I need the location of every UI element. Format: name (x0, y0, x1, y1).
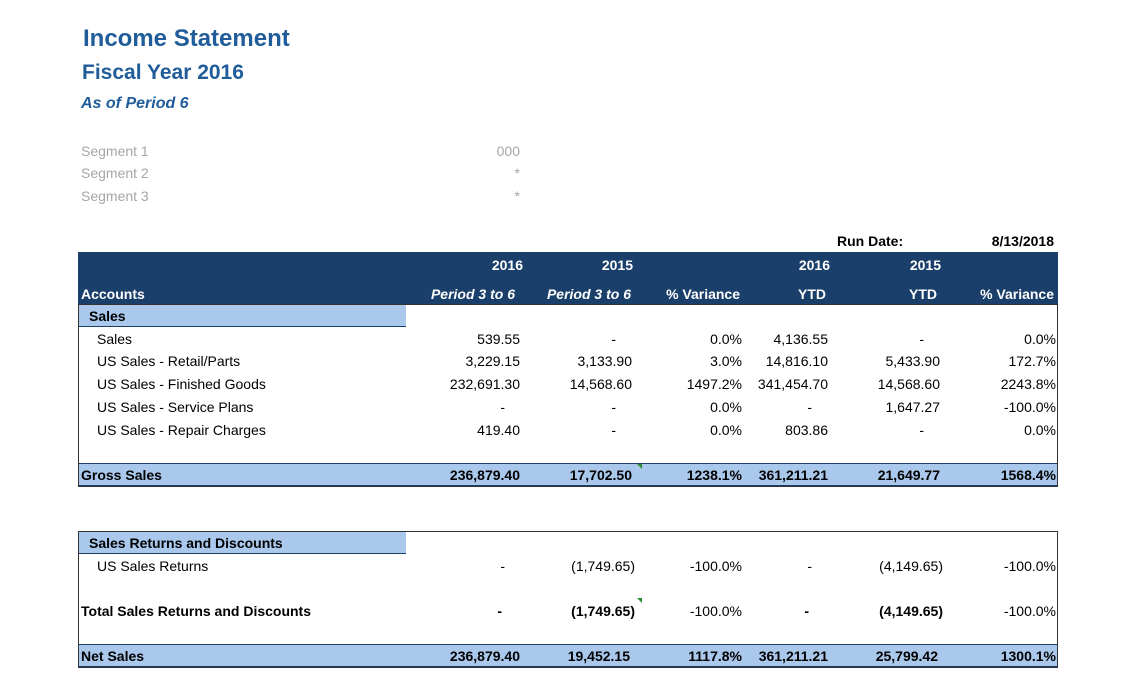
account-name: US Sales - Retail/Parts (97, 353, 241, 369)
ytd-2015-value: 5,433.90 (885, 353, 941, 369)
returns-section-title: Sales Returns and Discounts (89, 535, 283, 551)
total-period-2016: - (497, 603, 502, 619)
account-name: US Sales Returns (97, 558, 209, 574)
header-ytd-2015: YTD (909, 286, 937, 302)
header-ytd-variance: % Variance (980, 286, 1054, 302)
net-sales-period-2016: 236,879.40 (449, 648, 520, 664)
account-name: US Sales - Repair Charges (97, 422, 266, 438)
header-year-period-2016: 2016 (491, 257, 523, 273)
period-2016-value: 232,691.30 (449, 376, 520, 392)
period-2015-value: - (611, 331, 616, 347)
account-name: Sales (97, 331, 133, 347)
segment-2-value: * (514, 165, 520, 181)
period-2015-value: 3,133.90 (577, 353, 633, 369)
segment-3-label: Segment 3 (81, 188, 149, 204)
ytd-variance-value: 2243.8% (1000, 376, 1056, 392)
cell-comment-marker (637, 464, 642, 469)
period-variance-value: 0.0% (710, 422, 742, 438)
period-variance-value: 3.0% (710, 353, 742, 369)
period-2016-value: 3,229.15 (465, 353, 521, 369)
period-2015-value: (1,749.65) (571, 558, 635, 574)
period-variance-value: 1497.2% (686, 376, 742, 392)
total-period-2016: 236,879.40 (449, 467, 520, 483)
account-name: US Sales - Service Plans (97, 399, 254, 415)
period-2016-value: - (500, 558, 505, 574)
net-sales-period-2015: 19,452.15 (567, 648, 630, 664)
run-date-value: 8/13/2018 (991, 233, 1054, 249)
period-2015-value: - (611, 399, 616, 415)
sales-section-header: Sales (79, 305, 406, 327)
header-period-2015: Period 3 to 6 (546, 286, 631, 302)
ytd-variance-value: 0.0% (1024, 422, 1056, 438)
ytd-variance-value: -100.0% (1003, 399, 1056, 415)
segment-1-value: 000 (496, 143, 520, 159)
period-variance-value: 0.0% (710, 331, 742, 347)
header-year-period-2015: 2015 (601, 257, 633, 273)
fiscal-year: Fiscal Year 2016 (82, 61, 244, 84)
header-ytd-2016: YTD (798, 286, 826, 302)
period-2016-value: 539.55 (477, 331, 520, 347)
total-ytd-variance: -100.0% (1003, 603, 1056, 619)
total-account-name: Total Sales Returns and Discounts (81, 603, 312, 619)
ytd-2015-value: - (919, 331, 924, 347)
ytd-variance-value: 0.0% (1024, 331, 1056, 347)
period-variance-value: -100.0% (689, 558, 742, 574)
net-sales-row (79, 644, 1057, 667)
period-variance-value: 0.0% (710, 399, 742, 415)
total-ytd-2015: 21,649.77 (877, 467, 940, 483)
run-date-label: Run Date: (837, 233, 904, 249)
period-2016-value: - (500, 399, 505, 415)
returns-section-header: Sales Returns and Discounts (79, 532, 406, 554)
as-of-period: As of Period 6 (81, 95, 189, 112)
ytd-2016-value: 14,816.10 (765, 353, 828, 369)
sales-section-title: Sales (89, 308, 126, 324)
net-sales-ytd-variance: 1300.1% (1000, 648, 1056, 664)
returns-section (78, 531, 1058, 668)
gross-sales-total-row (79, 463, 1057, 486)
ytd-variance-value: -100.0% (1003, 558, 1056, 574)
header-year-ytd-2015: 2015 (909, 257, 941, 273)
header-accounts: Accounts (81, 286, 145, 302)
net-sales-period-variance: 1117.8% (688, 648, 742, 664)
cell-comment-marker (637, 598, 642, 603)
header-period-variance: % Variance (666, 286, 740, 302)
total-period-2015: (1,749.65) (571, 603, 635, 619)
total-ytd-2015: (4,149.65) (879, 603, 943, 619)
segment-2-label: Segment 2 (81, 165, 149, 181)
segment-3-value: * (514, 188, 520, 204)
total-ytd-2016: 361,211.21 (758, 467, 828, 483)
net-sales-ytd-2016: 361,211.21 (758, 648, 828, 664)
period-2015-value: - (611, 422, 616, 438)
net-sales-label: Net Sales (81, 648, 145, 664)
sales-section (78, 304, 1058, 487)
ytd-2016-value: - (807, 399, 812, 415)
period-2016-value: 419.40 (477, 422, 520, 438)
ytd-2016-value: 341,454.70 (757, 376, 828, 392)
ytd-2016-value: 4,136.55 (773, 331, 829, 347)
segment-1-label: Segment 1 (81, 143, 149, 159)
total-period-variance: -100.0% (689, 603, 742, 619)
ytd-2015-value: - (919, 422, 924, 438)
report-title: Income Statement (83, 25, 290, 52)
header-period-2016: Period 3 to 6 (430, 286, 515, 302)
period-2015-value: 14,568.60 (569, 376, 632, 392)
ytd-2016-value: - (807, 558, 812, 574)
ytd-2016-value: 803.86 (785, 422, 828, 438)
total-account-name: Gross Sales (81, 467, 162, 483)
ytd-2015-value: (4,149.65) (879, 558, 943, 574)
ytd-variance-value: 172.7% (1008, 353, 1056, 369)
total-period-variance: 1238.1% (686, 467, 742, 483)
net-sales-ytd-2015: 25,799.42 (875, 648, 938, 664)
ytd-2015-value: 14,568.60 (877, 376, 940, 392)
account-name: US Sales - Finished Goods (97, 376, 266, 392)
ytd-2015-value: 1,647.27 (885, 399, 941, 415)
header-year-ytd-2016: 2016 (798, 257, 830, 273)
total-ytd-2016: - (804, 603, 809, 619)
total-period-2015: 17,702.50 (569, 467, 632, 483)
total-ytd-variance: 1568.4% (1000, 467, 1056, 483)
table-header: 2016 2015 2016 2015 Accounts Period 3 to… (78, 252, 1058, 304)
